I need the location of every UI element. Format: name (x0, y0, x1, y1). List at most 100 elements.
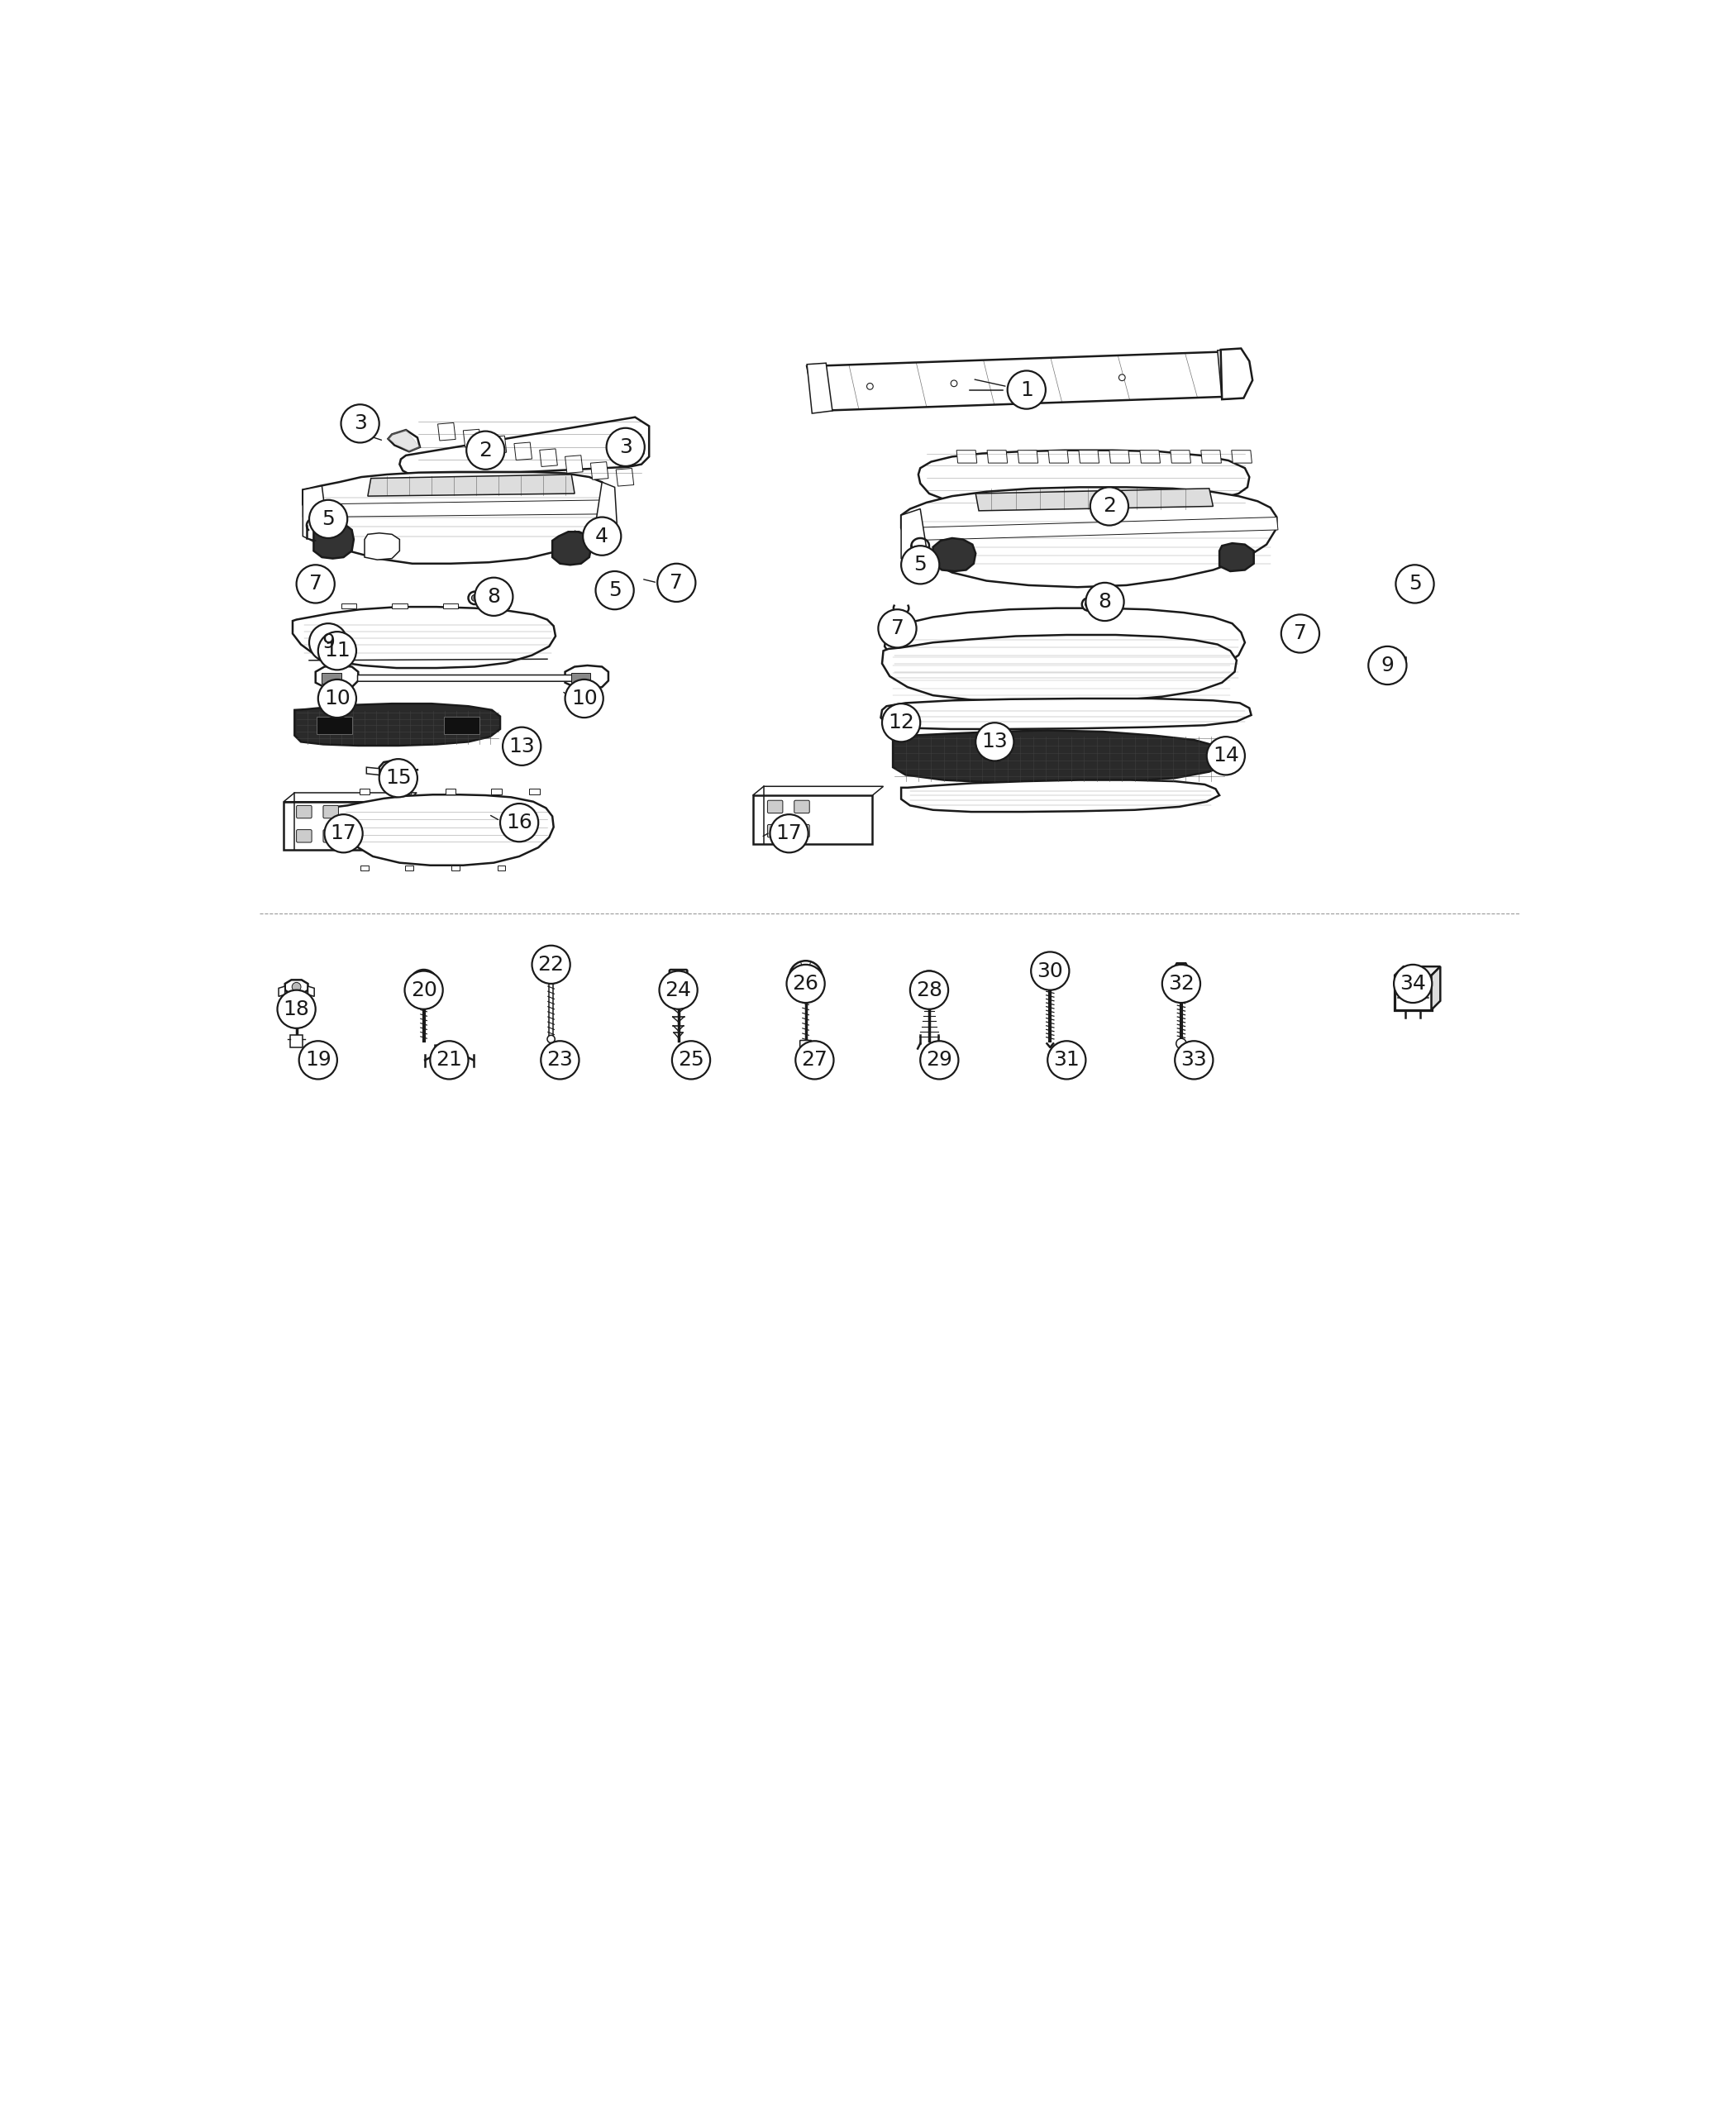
Circle shape (866, 384, 873, 390)
FancyBboxPatch shape (800, 1041, 811, 1048)
Polygon shape (389, 430, 420, 451)
Circle shape (1368, 647, 1406, 685)
Circle shape (318, 679, 356, 717)
Circle shape (1031, 953, 1069, 991)
Text: 9: 9 (1380, 656, 1394, 675)
Polygon shape (368, 474, 575, 495)
Circle shape (1085, 601, 1092, 607)
Polygon shape (901, 516, 1278, 540)
Polygon shape (1394, 976, 1432, 1010)
Text: 2: 2 (1102, 495, 1116, 516)
Polygon shape (1049, 451, 1069, 464)
Text: 27: 27 (802, 1050, 828, 1071)
Circle shape (1090, 487, 1128, 525)
Circle shape (1007, 371, 1045, 409)
Polygon shape (1109, 451, 1130, 464)
Polygon shape (302, 487, 328, 542)
Circle shape (404, 972, 443, 1010)
Polygon shape (590, 462, 608, 481)
Circle shape (299, 1041, 337, 1079)
Circle shape (1085, 582, 1123, 622)
Text: 4: 4 (595, 527, 609, 546)
Circle shape (467, 432, 505, 470)
Circle shape (566, 679, 604, 717)
Polygon shape (564, 455, 583, 472)
Text: 13: 13 (981, 731, 1009, 753)
Circle shape (340, 405, 378, 443)
Polygon shape (464, 430, 481, 447)
Polygon shape (307, 987, 314, 997)
Circle shape (951, 379, 957, 386)
Polygon shape (1371, 658, 1406, 666)
Circle shape (771, 814, 809, 852)
Polygon shape (366, 767, 378, 776)
Text: 7: 7 (309, 573, 323, 594)
Polygon shape (359, 788, 370, 795)
Polygon shape (389, 430, 420, 451)
Circle shape (1281, 616, 1319, 653)
Polygon shape (1220, 348, 1253, 398)
Circle shape (309, 624, 347, 662)
Circle shape (297, 565, 335, 603)
FancyBboxPatch shape (323, 831, 339, 843)
Polygon shape (616, 468, 634, 487)
Circle shape (672, 1041, 710, 1079)
Text: 22: 22 (538, 955, 564, 974)
Polygon shape (443, 603, 458, 607)
Polygon shape (333, 795, 554, 864)
Circle shape (924, 978, 934, 989)
Polygon shape (918, 451, 1250, 508)
FancyBboxPatch shape (795, 801, 809, 814)
Text: 10: 10 (571, 689, 597, 708)
Text: 3: 3 (620, 436, 632, 457)
Polygon shape (885, 607, 1245, 687)
Polygon shape (321, 672, 340, 683)
Text: 18: 18 (283, 999, 309, 1018)
Circle shape (1120, 375, 1125, 382)
Polygon shape (295, 704, 500, 746)
Circle shape (500, 803, 538, 841)
Text: 5: 5 (1408, 573, 1422, 594)
Text: 2: 2 (479, 441, 491, 460)
Polygon shape (437, 424, 455, 441)
Polygon shape (316, 717, 352, 734)
Text: 5: 5 (321, 510, 335, 529)
Circle shape (1175, 1041, 1213, 1079)
Circle shape (795, 1041, 833, 1079)
Polygon shape (1017, 451, 1038, 464)
Polygon shape (1201, 451, 1222, 464)
Circle shape (660, 972, 698, 1010)
Text: 3: 3 (354, 413, 366, 434)
Polygon shape (988, 451, 1007, 464)
Polygon shape (361, 864, 368, 871)
Polygon shape (892, 729, 1226, 782)
Polygon shape (880, 698, 1252, 729)
Circle shape (790, 961, 823, 993)
Polygon shape (316, 666, 358, 689)
Polygon shape (529, 788, 540, 795)
Polygon shape (594, 483, 618, 538)
Text: 5: 5 (608, 580, 621, 601)
Polygon shape (436, 1046, 464, 1071)
Circle shape (920, 1041, 958, 1079)
Polygon shape (491, 788, 502, 795)
FancyBboxPatch shape (767, 801, 783, 814)
Text: 24: 24 (665, 980, 691, 999)
Text: 28: 28 (917, 980, 943, 999)
Circle shape (910, 972, 948, 1010)
Circle shape (469, 592, 481, 605)
FancyBboxPatch shape (670, 970, 687, 984)
Circle shape (410, 970, 437, 997)
FancyBboxPatch shape (543, 951, 559, 963)
Polygon shape (365, 533, 399, 561)
Circle shape (1207, 736, 1245, 776)
Text: 9: 9 (321, 632, 335, 653)
Circle shape (882, 704, 920, 742)
Text: 7: 7 (1293, 624, 1307, 643)
Polygon shape (753, 795, 873, 843)
Polygon shape (490, 436, 507, 453)
Polygon shape (1432, 965, 1441, 1010)
Text: 29: 29 (927, 1050, 953, 1071)
Polygon shape (932, 538, 976, 571)
Circle shape (474, 578, 512, 616)
